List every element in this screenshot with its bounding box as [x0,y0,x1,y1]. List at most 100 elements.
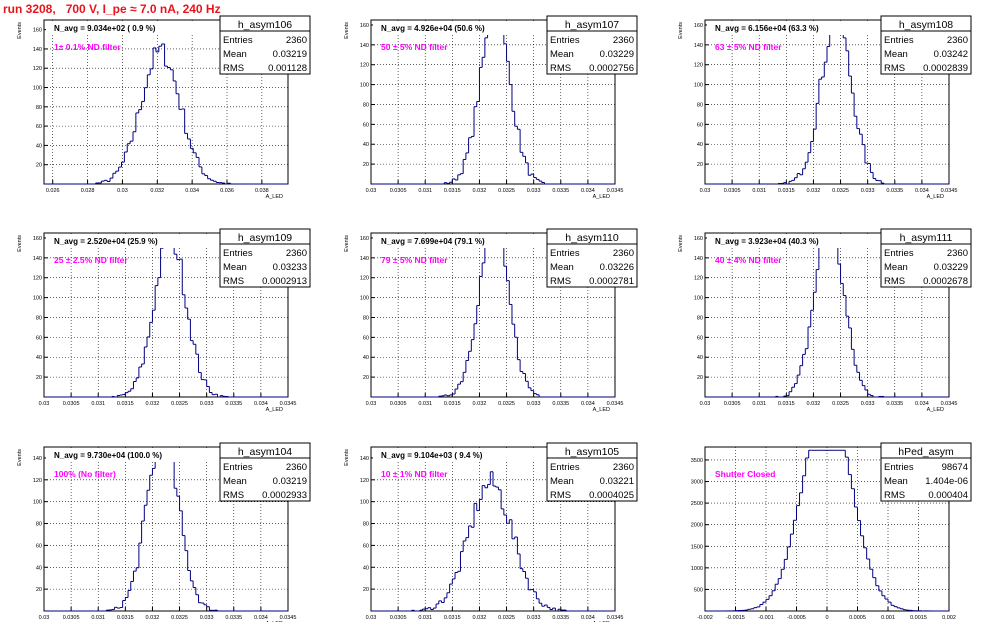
stats-rms-value: 0.0002678 [923,276,968,287]
stats-rms-value: 0.0002839 [923,63,968,74]
x-tick-label: 0.03 [700,188,711,194]
x-tick-label: 0.0345 [280,615,297,621]
y-tick-label: 20 [363,162,369,168]
y-tick-label: 140 [33,47,42,53]
stats-mean-value: 0.03221 [600,476,634,487]
histogram-steps [371,471,615,612]
y-tick-label: 80 [697,315,703,321]
stats-rms-value: 0.0002756 [589,63,634,74]
stats-rms-value: 0.000404 [928,490,968,501]
x-tick-label: 0.0325 [171,615,188,621]
x-tick-label: 0.0305 [63,615,80,621]
stats-rms-label: RMS [550,63,571,74]
y-tick-label: 40 [36,565,42,571]
y-tick-label: 40 [363,142,369,148]
x-tick-label: 0.034 [185,188,199,194]
avg-label: N_avg = 3.923e+04 (40.3 %) [715,237,819,246]
filter-annotation: 1± 0.1% ND filter [54,42,121,52]
x-tick-label: 0.031 [752,188,766,194]
histogram-steps [44,43,288,185]
stats-mean-value: 0.03229 [600,49,634,60]
x-tick-label: 0.0345 [607,401,624,407]
y-tick-label: 100 [694,83,703,89]
y-tick-label: 80 [36,105,42,111]
x-tick-label: 0.0335 [552,401,569,407]
x-tick-label: -0.0015 [726,615,745,621]
histogram-panel-h_asym108: 0.03 0.0305 0.031 0.0315 0.032 0.0325 0.033 0.0… [678,15,972,200]
y-tick-label: 140 [33,456,42,462]
histogram-name: h_asym107 [565,19,619,31]
stats-box [219,442,311,502]
y-axis-title: Events [344,22,350,39]
x-tick-label: 0.0315 [444,401,461,407]
avg-label-box [707,22,883,35]
x-tick-label: 0.0335 [225,401,242,407]
stats-rms-label: RMS [223,276,244,287]
stats-entries-label: Entries [223,35,253,46]
stats-mean-label: Mean [223,49,247,60]
x-tick-label: 0.031 [91,615,105,621]
y-tick-label: 120 [360,276,369,282]
histogram-steps [44,235,288,398]
y-tick-label: 20 [697,162,703,168]
x-tick-label: 0.034 [254,615,268,621]
x-tick-label: 0.03 [39,615,50,621]
x-tick-label: 0.028 [81,188,95,194]
y-tick-label: 140 [33,256,42,262]
x-tick-label: 0.0325 [498,615,515,621]
x-tick-label: 0.032 [473,615,487,621]
y-tick-label: 40 [363,355,369,361]
stats-entries-label: Entries [550,248,580,259]
x-tick-label: 0.03 [117,188,128,194]
x-tick-label: 0.034 [915,401,929,407]
x-axis-title: A_LED [266,407,283,413]
x-tick-label: 0.033 [527,188,541,194]
y-tick-label: 3500 [691,458,703,464]
x-tick-label: 0.032 [807,401,821,407]
x-tick-label: 0.032 [473,401,487,407]
y-tick-label: 100 [33,296,42,302]
avg-label-box [373,449,549,462]
x-tick-label: 0.032 [807,188,821,194]
histogram-panel-h_asym106: 0.026 0.028 0.03 0.032 0.034 0.036 0.038 20 40 60… [17,15,311,200]
avg-label: N_avg = 9.730e+04 (100.0 %) [54,451,162,460]
x-tick-label: 0.0335 [552,615,569,621]
stats-rms-label: RMS [884,276,905,287]
stats-mean-value: 1.404e-06 [925,476,968,487]
x-tick-label: 0.0305 [390,401,407,407]
stats-box [880,442,972,502]
y-tick-label: 60 [697,335,703,341]
stats-mean-value: 0.03219 [273,476,307,487]
y-tick-label: 60 [363,122,369,128]
y-tick-label: 40 [36,143,42,149]
histogram-steps [44,449,288,612]
stats-entries-label: Entries [884,35,914,46]
stats-rms-value: 0.001128 [268,63,307,74]
x-tick-label: 0.034 [254,401,268,407]
x-axis-title: A_LED [593,194,610,200]
avg-label-box [707,235,883,248]
x-tick-label: 0.0325 [832,188,849,194]
x-tick-label: 0.0345 [607,615,624,621]
stats-box [880,15,972,75]
y-tick-label: 160 [33,236,42,242]
stats-entries-label: Entries [223,462,253,473]
y-axis-title: Events [17,235,23,252]
stats-rms-label: RMS [550,490,571,501]
x-tick-label: 0.0345 [941,188,958,194]
x-tick-label: 0.0005 [849,615,866,621]
avg-label: N_avg = 4.926e+04 (50.6 %) [381,24,485,33]
avg-label-box [46,235,222,248]
y-tick-label: 140 [360,256,369,262]
stats-box [546,15,638,75]
x-tick-label: 0.0305 [390,615,407,621]
y-tick-label: 20 [36,587,42,593]
x-tick-label: 0.034 [581,401,595,407]
y-tick-label: 120 [33,478,42,484]
stats-rms-label: RMS [223,490,244,501]
y-tick-label: 80 [363,102,369,108]
y-tick-label: 80 [697,102,703,108]
stats-rms-value: 0.0002781 [589,276,634,287]
y-axis-title: Events [17,449,23,466]
